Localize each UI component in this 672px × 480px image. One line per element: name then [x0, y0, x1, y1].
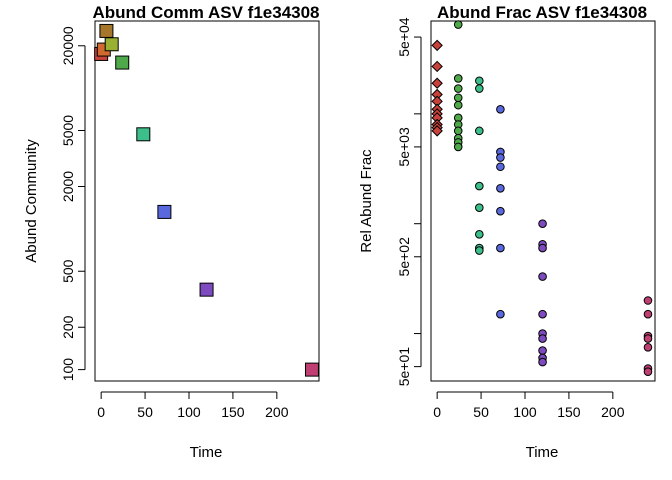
right-y-axis-label: Rel Abund Frac — [358, 149, 375, 253]
data-point — [475, 76, 484, 86]
left-x-tick-label: 0 — [97, 404, 105, 420]
left-x-tick-label: 200 — [265, 404, 289, 420]
data-point — [157, 204, 172, 219]
left-y-tick-label: 5000 — [60, 115, 76, 146]
data-point — [496, 104, 505, 114]
left-x-tick-label: 100 — [177, 404, 201, 420]
right-x-tick-label: 200 — [601, 404, 625, 420]
data-point — [475, 246, 484, 255]
right-x-axis-label: Time — [526, 444, 559, 461]
data-point — [453, 100, 463, 110]
data-point — [104, 37, 119, 52]
data-point — [99, 23, 114, 38]
right-data-points — [431, 20, 653, 376]
right-x-tick-label: 50 — [473, 404, 489, 420]
data-point — [496, 153, 505, 162]
data-point — [643, 309, 653, 319]
left-y-tick-label: 200 — [60, 315, 76, 339]
data-point — [431, 39, 443, 52]
right-x-tick-label: 100 — [513, 404, 537, 420]
right-chart-title: Abund Frac ASV f1e34308 — [437, 3, 647, 22]
left-y-tick-label: 2000 — [60, 171, 76, 202]
right-panel: Abund Frac ASV f1e34308 0 50 100 150 200 5e+… — [358, 3, 656, 461]
data-point — [475, 230, 484, 239]
data-point — [538, 219, 547, 229]
left-y-tick-label: 100 — [60, 358, 76, 382]
data-point — [496, 184, 505, 193]
data-point — [453, 74, 463, 83]
data-point — [136, 127, 151, 142]
right-x-tick-label: 150 — [557, 404, 581, 420]
data-point — [475, 203, 484, 212]
data-point — [643, 367, 653, 376]
data-point — [538, 309, 547, 319]
left-y-axis: 100 200 500 2000 5000 20000 — [60, 26, 86, 382]
left-x-tick-label: 150 — [221, 404, 245, 420]
data-point — [538, 346, 547, 355]
data-point — [643, 342, 653, 352]
right-y-tick-label: 5e+02 — [396, 237, 412, 277]
data-point — [199, 282, 214, 297]
right-y-tick-label: 5e+04 — [396, 17, 412, 57]
data-point — [475, 126, 484, 136]
data-point — [431, 125, 443, 137]
data-point — [475, 181, 484, 191]
left-x-axis: 0 50 100 150 200 — [97, 391, 289, 420]
data-point — [538, 243, 547, 253]
data-point — [643, 296, 653, 305]
data-point — [496, 206, 505, 216]
left-y-tick-label: 500 — [60, 259, 76, 283]
data-point — [304, 362, 319, 377]
data-point — [538, 357, 547, 367]
data-point — [453, 20, 463, 29]
right-y-tick-label: 5e+01 — [396, 347, 412, 387]
left-y-tick-label: 20000 — [60, 26, 76, 65]
left-x-axis-label: Time — [190, 444, 223, 461]
right-y-tick-label: 5e+03 — [396, 127, 412, 167]
data-point — [453, 84, 463, 93]
data-point — [496, 309, 505, 319]
data-point — [475, 84, 484, 93]
right-x-axis: 0 50 100 150 200 — [433, 391, 625, 420]
data-point — [643, 334, 653, 343]
data-point — [115, 55, 130, 70]
data-point — [538, 334, 547, 343]
left-plot-frame — [94, 20, 320, 382]
data-point — [453, 142, 463, 152]
left-chart-title: Abund Comm ASV f1e34308 — [92, 3, 319, 22]
data-point — [431, 77, 443, 89]
left-x-tick-label: 50 — [137, 404, 153, 420]
data-point — [431, 60, 443, 73]
data-point — [453, 126, 463, 136]
right-y-axis: 5e+01 5e+02 5e+03 5e+04 — [396, 17, 422, 387]
left-y-axis-label: Abund Community — [23, 139, 40, 263]
data-point — [538, 272, 547, 281]
data-point — [496, 162, 505, 172]
data-point — [453, 93, 463, 103]
left-data-points — [94, 23, 319, 377]
right-x-tick-label: 0 — [433, 404, 441, 420]
data-point — [496, 243, 505, 253]
right-plot-frame — [430, 20, 656, 382]
left-panel: Abund Comm ASV f1e34308 0 50 100 150 200 100… — [23, 3, 320, 461]
